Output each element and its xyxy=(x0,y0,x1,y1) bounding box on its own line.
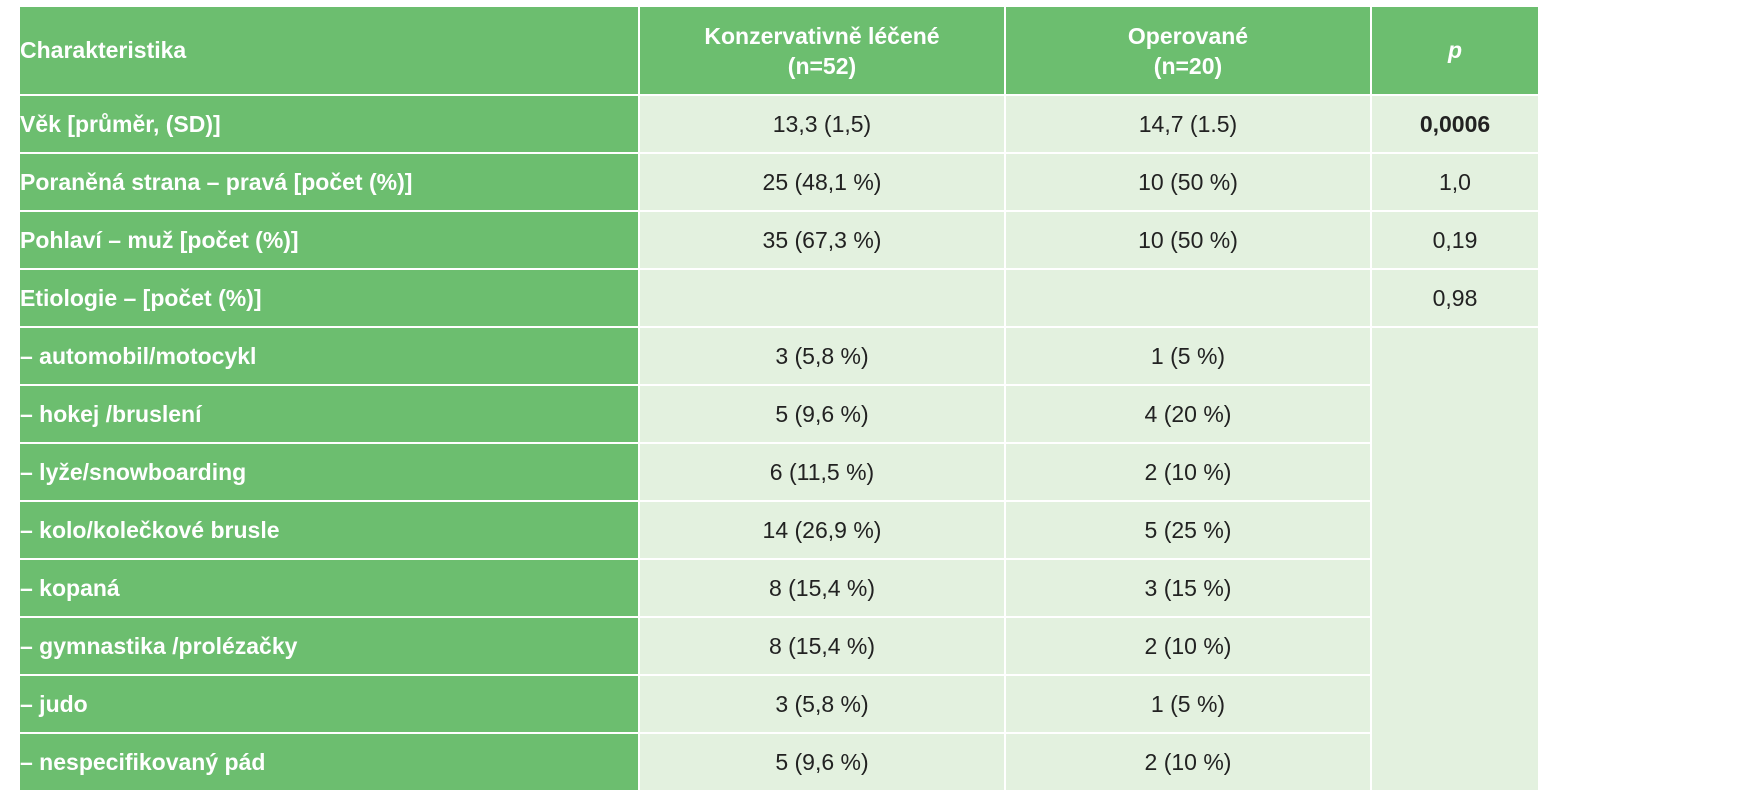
row-label: – lyže/snowboarding xyxy=(18,442,640,502)
row-label: – kopaná xyxy=(18,558,640,618)
conservative-value: 8 (15,4 %) xyxy=(638,558,1006,618)
row-label: Poraněná strana – pravá [počet (%)] xyxy=(18,152,640,212)
p-value: 0,19 xyxy=(1370,210,1540,270)
table-row: Pohlaví – muž [počet (%)] 35 (67,3 %) 10… xyxy=(18,210,1540,270)
conservative-value: 6 (11,5 %) xyxy=(638,442,1006,502)
operated-value: 3 (15 %) xyxy=(1004,558,1372,618)
conservative-value: 25 (48,1 %) xyxy=(638,152,1006,212)
p-value: 0,0006 xyxy=(1370,94,1540,154)
operated-value: 1 (5 %) xyxy=(1004,674,1372,734)
conservative-value: 14 (26,9 %) xyxy=(638,500,1006,560)
header-conservative-line1: Konzervativně léčené xyxy=(704,22,940,49)
row-label: – judo xyxy=(18,674,640,734)
row-label: – gymnastika /prolézačky xyxy=(18,616,640,676)
table-row: – judo 3 (5,8 %) 1 (5 %) xyxy=(18,674,1539,734)
table-header-row: Charakteristika Konzervativně léčené (n=… xyxy=(18,5,1540,96)
header-conservative: Konzervativně léčené (n=52) xyxy=(638,5,1006,96)
operated-value: 4 (20 %) xyxy=(1004,384,1372,444)
characteristics-table: Charakteristika Konzervativně léčené (n=… xyxy=(18,5,1540,792)
conservative-value: 8 (15,4 %) xyxy=(638,616,1006,676)
header-conservative-line2: (n=52) xyxy=(787,52,857,79)
row-label: – automobil/motocykl xyxy=(18,326,640,386)
p-value: 0,98 xyxy=(1370,268,1540,328)
conservative-value: 13,3 (1,5) xyxy=(638,94,1006,154)
header-p-value: p xyxy=(1370,5,1540,96)
row-label: Pohlaví – muž [počet (%)] xyxy=(18,210,640,270)
conservative-value: 5 (9,6 %) xyxy=(638,384,1006,444)
operated-value: 14,7 (1.5) xyxy=(1004,94,1372,154)
operated-value: 2 (10 %) xyxy=(1004,616,1372,676)
row-label: Etiologie – [počet (%)] xyxy=(18,268,640,328)
operated-value: 5 (25 %) xyxy=(1004,500,1372,560)
table-row: Věk [průměr, (SD)] 13,3 (1,5) 14,7 (1.5)… xyxy=(18,94,1540,154)
row-label: – nespecifikovaný pád xyxy=(18,732,640,792)
operated-value: 10 (50 %) xyxy=(1004,210,1372,270)
row-label: Věk [průměr, (SD)] xyxy=(18,94,640,154)
table-row: – nespecifikovaný pád 5 (9,6 %) 2 (10 %) xyxy=(18,732,1539,792)
p-value: 1,0 xyxy=(1370,152,1540,212)
table-row: Etiologie – [počet (%)] 0,98 xyxy=(18,268,1540,328)
operated-value: 10 (50 %) xyxy=(1004,152,1372,212)
table-row: – kolo/kolečkové brusle 14 (26,9 %) 5 (2… xyxy=(18,500,1539,560)
operated-value: 2 (10 %) xyxy=(1004,732,1372,792)
table-row: – kopaná 8 (15,4 %) 3 (15 %) xyxy=(18,558,1539,618)
operated-value: 1 (5 %) xyxy=(1004,326,1372,386)
conservative-value xyxy=(638,268,1006,328)
row-label: – kolo/kolečkové brusle xyxy=(18,500,640,560)
table-row: – gymnastika /prolézačky 8 (15,4 %) 2 (1… xyxy=(18,616,1539,676)
header-characteristic: Charakteristika xyxy=(18,5,640,96)
table-row: – automobil/motocykl 3 (5,8 %) 1 (5 %) xyxy=(18,326,1540,792)
row-label: – hokej /bruslení xyxy=(18,384,640,444)
operated-value xyxy=(1004,268,1372,328)
header-operated-line2: (n=20) xyxy=(1153,52,1223,79)
header-operated-line1: Operované xyxy=(1127,22,1249,49)
operated-value: 2 (10 %) xyxy=(1004,442,1372,502)
conservative-value: 35 (67,3 %) xyxy=(638,210,1006,270)
conservative-value: 3 (5,8 %) xyxy=(638,326,1006,386)
conservative-value: 5 (9,6 %) xyxy=(638,732,1006,792)
table-row: – hokej /bruslení 5 (9,6 %) 4 (20 %) xyxy=(18,384,1539,444)
header-operated: Operované (n=20) xyxy=(1004,5,1372,96)
table-row: Poraněná strana – pravá [počet (%)] 25 (… xyxy=(18,152,1540,212)
p-value-blank-cell xyxy=(1370,326,1540,792)
conservative-value: 3 (5,8 %) xyxy=(638,674,1006,734)
table-row: – lyže/snowboarding 6 (11,5 %) 2 (10 %) xyxy=(18,442,1539,502)
